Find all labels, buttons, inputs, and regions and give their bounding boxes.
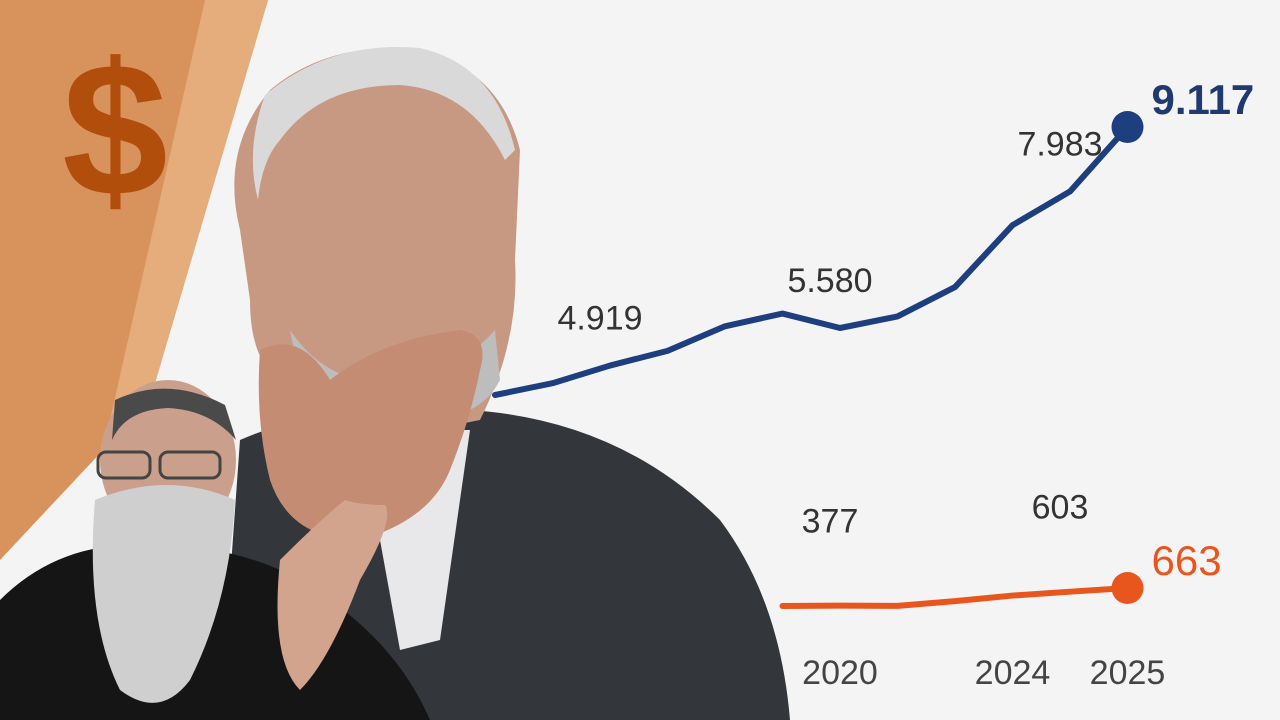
end-dot	[1111, 572, 1144, 604]
x-tick-label: 2025	[1090, 654, 1166, 692]
value-label: 7.983	[1017, 125, 1102, 163]
series-line	[492, 124, 1131, 398]
value-label: 377	[802, 503, 859, 541]
value-label: 603	[1032, 489, 1089, 527]
chart: 2020 2024 2025 4.919 5.580 7.983 9.117 377 603 66…	[492, 76, 1255, 692]
main-person	[220, 46, 790, 720]
end-value-label: 9.117	[1152, 76, 1255, 123]
dollar-badge: $	[62, 24, 168, 236]
end-dot	[1111, 111, 1144, 143]
end-value-label: 663	[1152, 537, 1222, 584]
value-label: 4.919	[557, 300, 642, 338]
side-stripe	[110, 0, 268, 420]
series-line	[779, 585, 1131, 609]
presenter	[0, 380, 430, 720]
value-label: 5.580	[787, 262, 872, 300]
x-tick-label: 2020	[802, 654, 878, 692]
x-tick-label: 2024	[975, 654, 1051, 692]
